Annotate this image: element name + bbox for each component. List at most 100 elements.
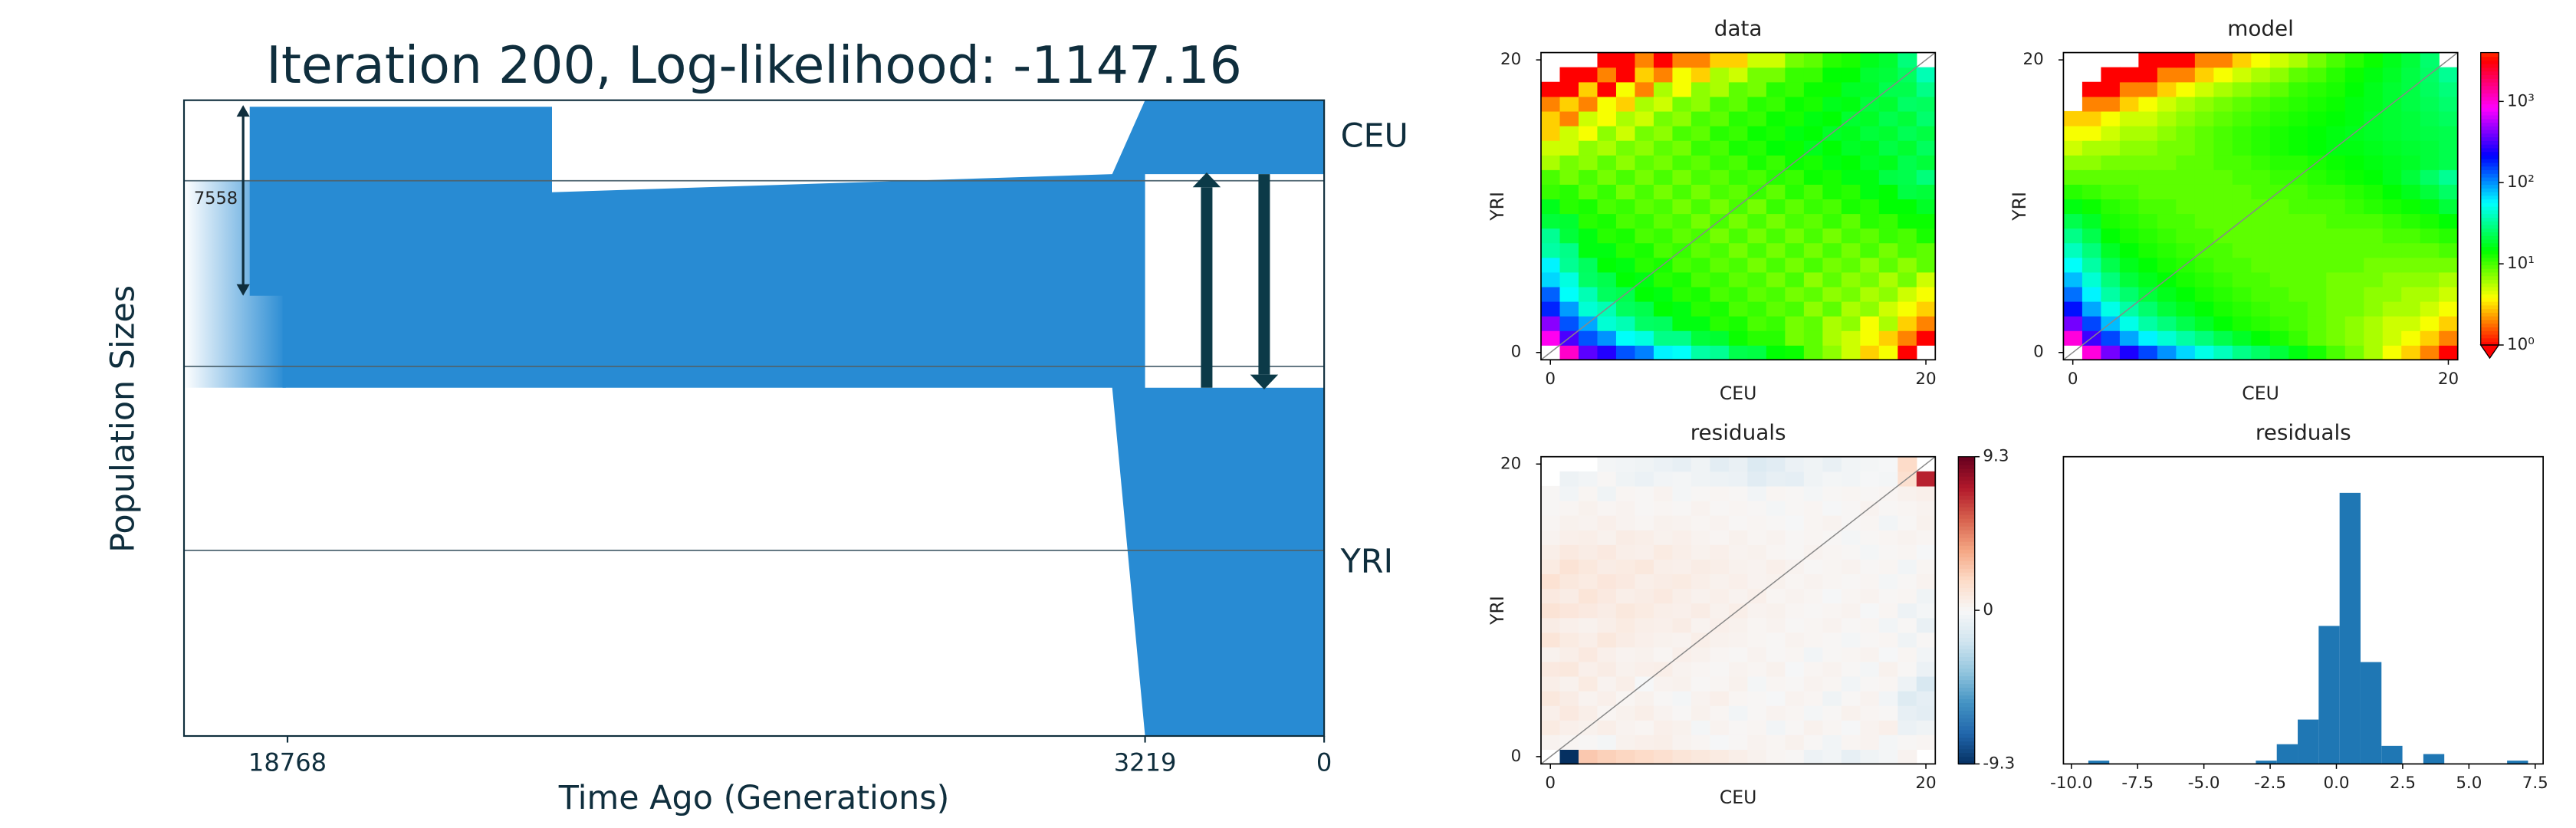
heatmap-cell	[2213, 242, 2233, 258]
heatmap-cell	[1672, 456, 1692, 472]
heatmap-cell	[1615, 81, 1636, 97]
heatmap-cell	[1728, 330, 1749, 346]
heatmap-cell	[2269, 140, 2289, 156]
x-tick-label: 0	[1545, 774, 1556, 793]
heatmap-cell	[1672, 257, 1692, 273]
colorbar-segment	[1958, 656, 1975, 662]
heatmap-cell	[2213, 330, 2233, 346]
heatmap-cell	[2344, 286, 2364, 302]
heatmap-cell	[2176, 228, 2196, 244]
heatmap-cell	[1559, 749, 1579, 765]
heatmap-cell	[2251, 81, 2271, 97]
colorbar-segment	[2480, 74, 2499, 79]
heatmap-cell	[2194, 96, 2214, 112]
histogram-bar	[2360, 662, 2382, 764]
colorbar-segment	[2480, 242, 2499, 248]
heatmap-cell	[1578, 617, 1598, 633]
heatmap-cell	[1841, 52, 1861, 68]
heatmap-cell	[1841, 749, 1861, 765]
size-annotation: 7558	[194, 189, 238, 209]
heatmap-cell	[1878, 345, 1898, 360]
heatmap-cell	[2138, 96, 2158, 112]
heatmap-cell	[2288, 301, 2308, 317]
heatmap-cell	[1635, 301, 1654, 317]
heatmap-cell	[2344, 67, 2364, 83]
heatmap-cell	[1803, 559, 1823, 575]
colorbar-segment	[2480, 271, 2499, 277]
heatmap-cell	[2344, 213, 2364, 229]
heatmap-cell	[2119, 199, 2140, 215]
heatmap-cell	[1747, 199, 1767, 215]
heatmap-cell	[1578, 661, 1598, 677]
heatmap-cell	[1841, 471, 1861, 487]
heatmap-cell	[1766, 500, 1786, 516]
heatmap-cell	[1653, 675, 1674, 692]
heatmap-cell	[2439, 242, 2459, 258]
heatmap-cell	[2176, 199, 2196, 215]
colorbar-segment	[1958, 675, 1975, 681]
heatmap-cell	[2063, 242, 2083, 258]
heatmap-cell	[1578, 96, 1598, 112]
heatmap-cell	[2101, 345, 2121, 360]
colorbar-segment	[1958, 752, 1975, 757]
colorbar-tick-label: 10³	[2507, 91, 2535, 110]
heatmap-cell	[1578, 81, 1598, 97]
colorbar-segment	[2480, 264, 2499, 269]
heatmap-cell	[2382, 67, 2402, 83]
heatmap-cell	[2269, 271, 2289, 288]
heatmap-cell	[2269, 228, 2289, 244]
heatmap-cell	[1559, 544, 1579, 560]
colorbar-segment	[2480, 114, 2499, 120]
heatmap-cell	[1653, 96, 1674, 112]
heatmap-cell	[2307, 125, 2327, 141]
heatmap-cell	[1916, 67, 1936, 83]
heatmap-cell	[2288, 81, 2308, 97]
heatmap-cell	[1615, 271, 1636, 288]
migration-arrow	[1258, 174, 1270, 375]
heatmap-cell	[1710, 485, 1730, 501]
colorbar-segment	[1958, 679, 1975, 685]
heatmap-cell	[2213, 213, 2233, 229]
heatmap-cell	[1541, 559, 1561, 575]
heatmap-cell	[1841, 213, 1861, 229]
heatmap-cell	[1653, 81, 1674, 97]
heatmap-cell	[2420, 213, 2440, 229]
heatmap-cell	[1559, 559, 1579, 575]
heatmap-cell	[1766, 691, 1786, 706]
heatmap-cell	[1559, 155, 1579, 170]
colorbar-segment	[2480, 96, 2499, 101]
heatmap-cell	[1728, 110, 1749, 127]
heatmap-cell	[1710, 544, 1730, 560]
heatmap-cell	[2063, 228, 2083, 244]
heatmap-cell	[1916, 734, 1936, 750]
heatmap-cell	[1672, 544, 1692, 560]
heatmap-cell	[1860, 228, 1880, 244]
heatmap-cell	[2119, 81, 2140, 97]
heatmap-cell	[1878, 646, 1898, 662]
heatmap-cell	[2176, 345, 2196, 360]
heatmap-cell	[1898, 155, 1917, 170]
heatmap-cell	[1785, 213, 1805, 229]
colorbar-segment	[1958, 525, 1975, 531]
heatmap-cell	[2138, 228, 2158, 244]
heatmap-cell	[1841, 544, 1861, 560]
colorbar-segment	[2480, 155, 2499, 159]
heatmap-cell	[1822, 544, 1842, 560]
heatmap-cell	[1878, 734, 1898, 750]
heatmap-cell	[2364, 228, 2384, 244]
heatmap-cell	[1766, 720, 1786, 735]
heatmap-cell	[2063, 199, 2083, 215]
colorbar-segment	[2480, 250, 2499, 255]
heatmap-cell	[1916, 705, 1936, 721]
colorbar-segment	[1958, 591, 1975, 596]
heatmap-cell	[1916, 169, 1936, 185]
x-tick-label: 0.0	[2323, 774, 2349, 793]
plot-frame	[2062, 455, 2544, 765]
heatmap-cell	[1728, 184, 1749, 200]
heatmap-cell	[1898, 301, 1917, 317]
heatmap-cell	[1615, 125, 1636, 141]
heatmap-cell	[2307, 140, 2327, 156]
heatmap-cell	[1578, 242, 1598, 258]
heatmap-cell	[1672, 530, 1692, 545]
heatmap-cell	[1785, 52, 1805, 68]
